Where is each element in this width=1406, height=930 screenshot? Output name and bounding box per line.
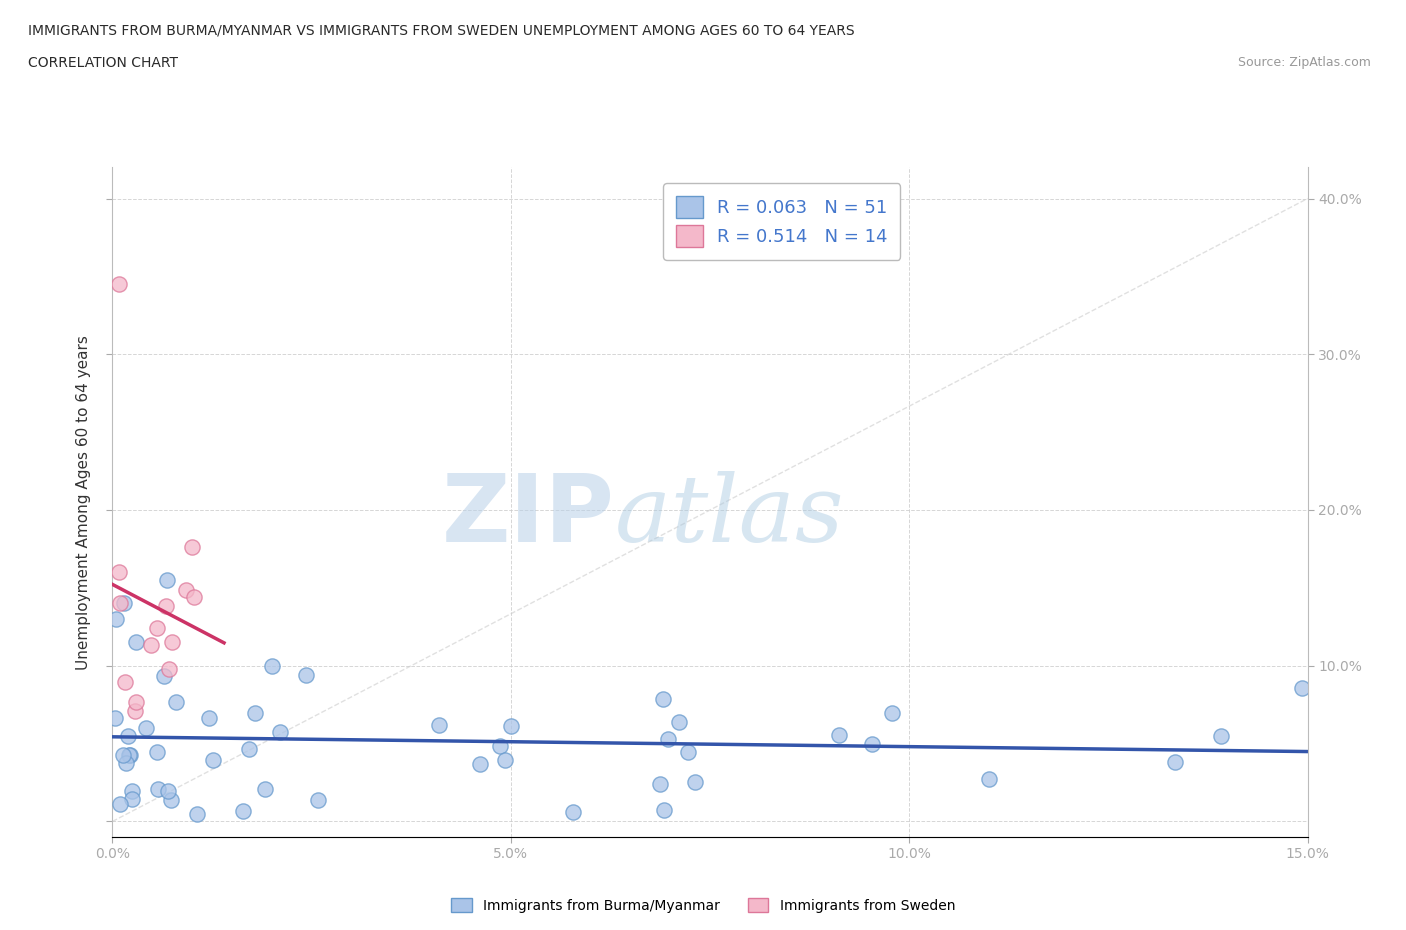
Point bbox=[156, 783, 179, 798]
Point bbox=[180, 540, 202, 555]
Point bbox=[202, 752, 225, 767]
Point bbox=[307, 792, 329, 807]
Legend: Immigrants from Burma/Myanmar, Immigrants from Sweden: Immigrants from Burma/Myanmar, Immigrant… bbox=[446, 893, 960, 919]
Point bbox=[117, 729, 139, 744]
Point bbox=[115, 755, 138, 770]
Point bbox=[238, 741, 260, 756]
Point bbox=[652, 803, 675, 817]
Point bbox=[1164, 754, 1187, 769]
Y-axis label: Unemployment Among Ages 60 to 64 years: Unemployment Among Ages 60 to 64 years bbox=[76, 335, 91, 670]
Point bbox=[243, 706, 266, 721]
Point bbox=[668, 714, 690, 729]
Point bbox=[683, 775, 706, 790]
Point bbox=[155, 598, 177, 613]
Point bbox=[880, 706, 903, 721]
Point bbox=[162, 634, 184, 649]
Point bbox=[561, 804, 583, 819]
Point bbox=[174, 583, 197, 598]
Point bbox=[1291, 681, 1313, 696]
Point bbox=[1211, 728, 1233, 743]
Point bbox=[427, 718, 450, 733]
Point bbox=[828, 727, 851, 742]
Point bbox=[118, 748, 141, 763]
Point bbox=[260, 658, 283, 673]
Point bbox=[114, 675, 136, 690]
Point bbox=[165, 695, 187, 710]
Point bbox=[183, 590, 205, 604]
Point bbox=[141, 637, 163, 652]
Point bbox=[121, 783, 143, 798]
Point bbox=[499, 719, 522, 734]
Point bbox=[860, 737, 883, 751]
Point bbox=[198, 711, 221, 725]
Point bbox=[121, 791, 143, 806]
Point bbox=[104, 612, 127, 627]
Point bbox=[124, 635, 146, 650]
Point bbox=[112, 748, 135, 763]
Point bbox=[125, 694, 148, 709]
Point bbox=[108, 596, 131, 611]
Point bbox=[146, 744, 169, 759]
Point bbox=[124, 703, 146, 718]
Point bbox=[112, 596, 135, 611]
Point bbox=[148, 781, 170, 796]
Point bbox=[108, 565, 131, 579]
Point bbox=[652, 692, 675, 707]
Text: Source: ZipAtlas.com: Source: ZipAtlas.com bbox=[1237, 56, 1371, 69]
Point bbox=[108, 796, 131, 811]
Point bbox=[153, 669, 176, 684]
Point bbox=[232, 804, 254, 818]
Point bbox=[977, 771, 1000, 786]
Text: IMMIGRANTS FROM BURMA/MYANMAR VS IMMIGRANTS FROM SWEDEN UNEMPLOYMENT AMONG AGES : IMMIGRANTS FROM BURMA/MYANMAR VS IMMIGRA… bbox=[28, 23, 855, 37]
Point bbox=[135, 721, 157, 736]
Text: atlas: atlas bbox=[614, 471, 844, 561]
Point bbox=[157, 661, 180, 676]
Point bbox=[468, 756, 491, 771]
Point bbox=[104, 711, 127, 725]
Point bbox=[118, 748, 141, 763]
Point bbox=[160, 792, 183, 807]
Point bbox=[648, 777, 671, 791]
Point bbox=[657, 732, 679, 747]
Point bbox=[494, 752, 516, 767]
Point bbox=[146, 620, 169, 635]
Legend: R = 0.063   N = 51, R = 0.514   N = 14: R = 0.063 N = 51, R = 0.514 N = 14 bbox=[664, 183, 900, 259]
Point bbox=[295, 668, 318, 683]
Point bbox=[269, 724, 291, 739]
Point bbox=[678, 744, 700, 759]
Point bbox=[155, 573, 177, 588]
Point bbox=[107, 277, 129, 292]
Text: CORRELATION CHART: CORRELATION CHART bbox=[28, 56, 179, 70]
Point bbox=[489, 738, 512, 753]
Text: ZIP: ZIP bbox=[441, 470, 614, 562]
Point bbox=[186, 806, 208, 821]
Point bbox=[254, 781, 277, 796]
